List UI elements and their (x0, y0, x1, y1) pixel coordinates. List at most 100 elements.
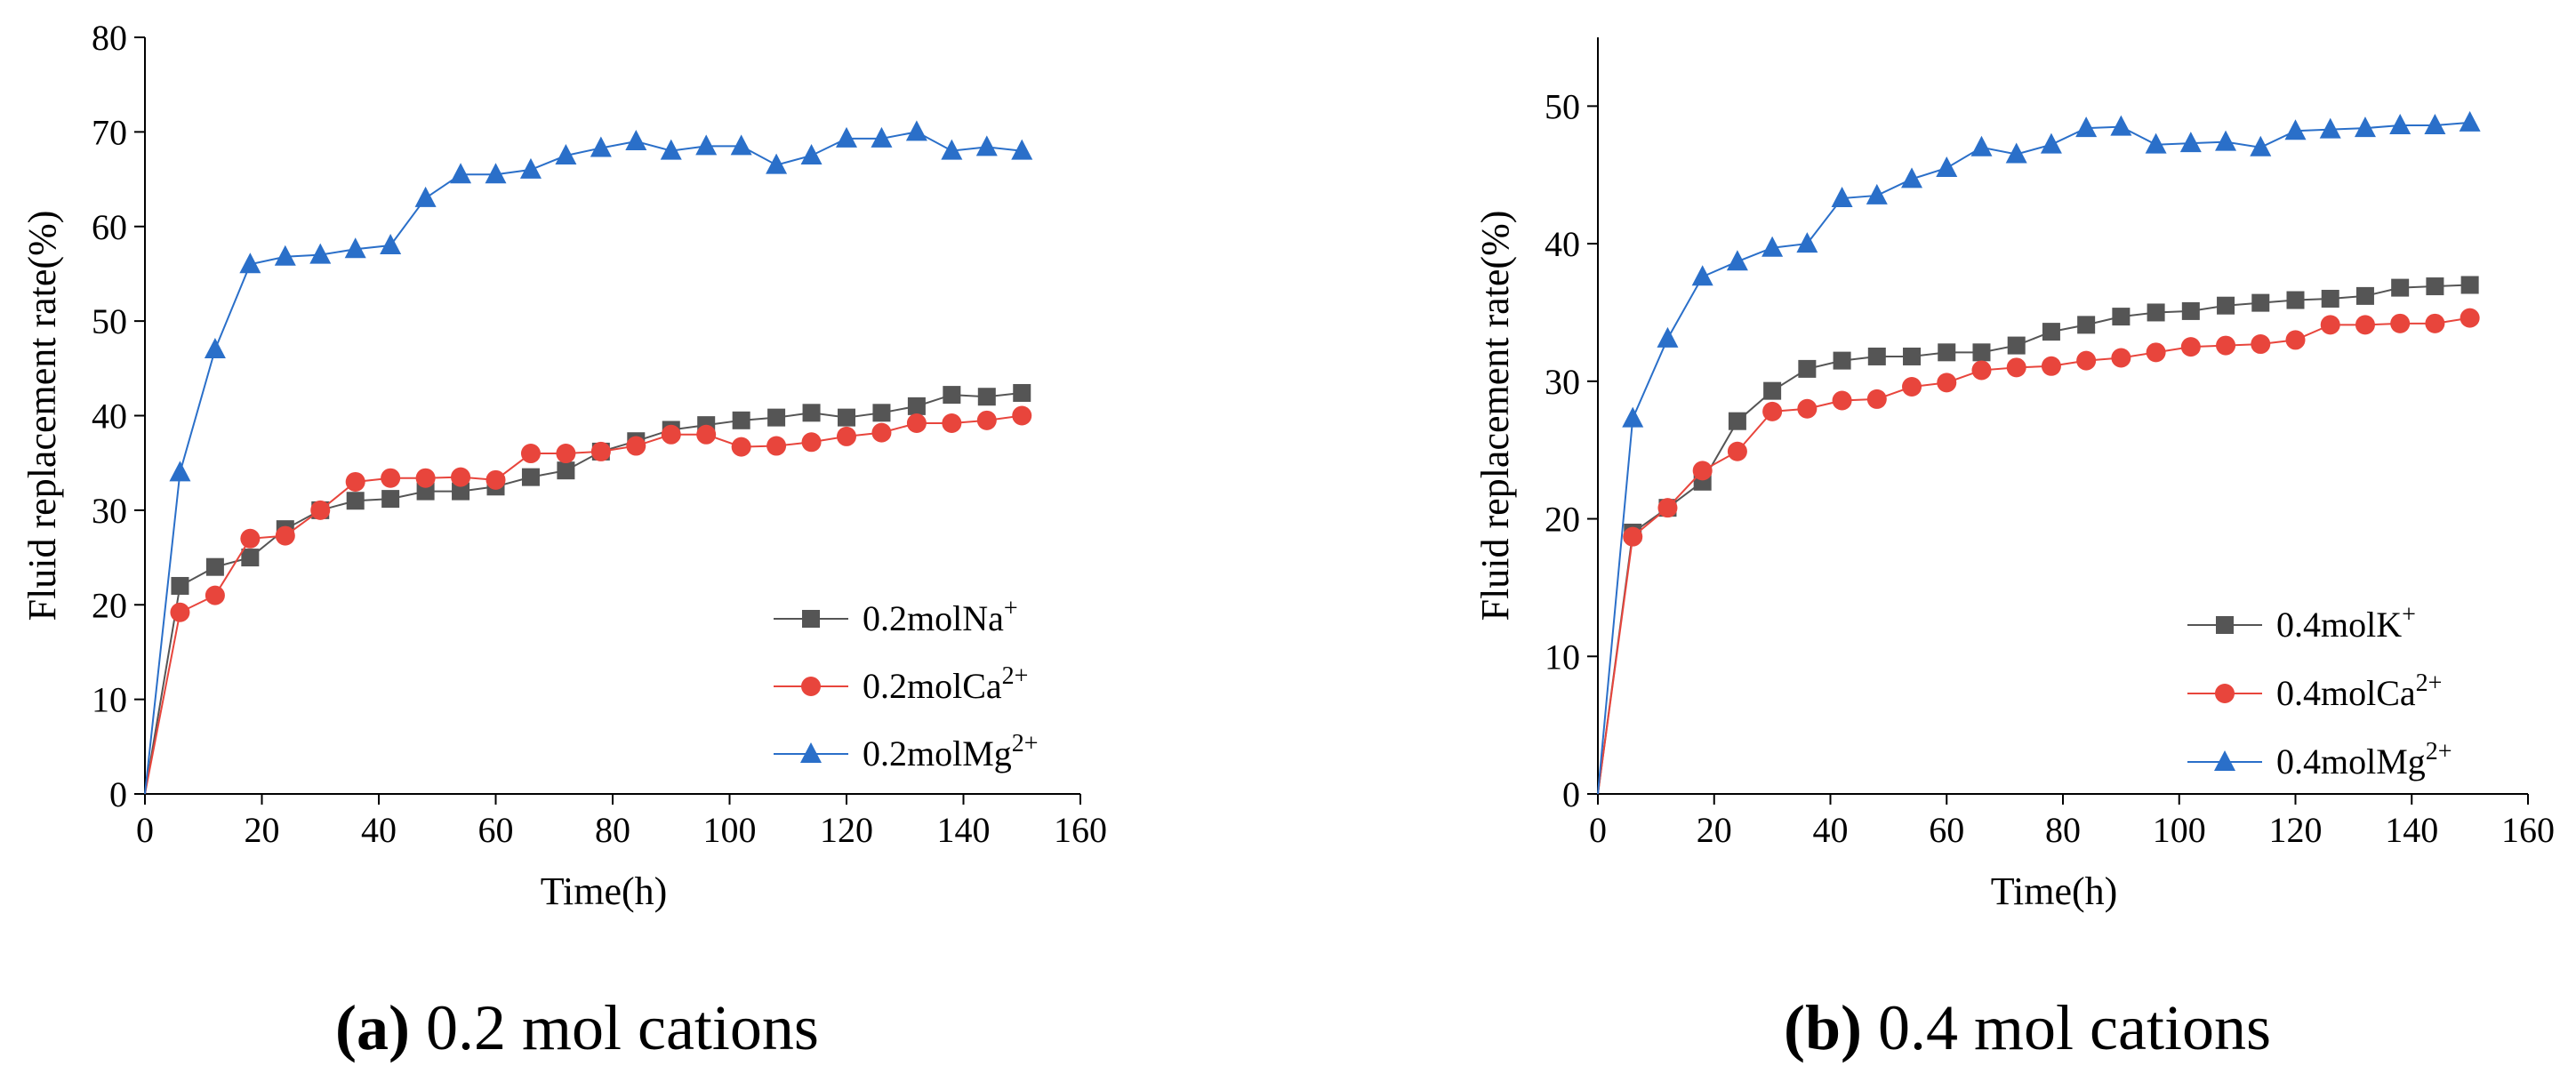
y-tick-label: 10 (1545, 637, 1580, 677)
data-point (1970, 135, 1993, 156)
data-point (2075, 116, 2098, 138)
legend-label: 0.4molMg2+ (2276, 738, 2452, 781)
data-point (767, 408, 786, 427)
data-point (2146, 342, 2166, 363)
data-point (1762, 401, 1783, 421)
data-point (414, 186, 437, 207)
data-point (695, 134, 718, 156)
series-line (1597, 317, 2470, 795)
data-point (975, 135, 998, 156)
legend-item: 0.4molK+ (2187, 601, 2416, 645)
legend-marker (800, 742, 822, 763)
legend-label-superscript: + (1004, 595, 1018, 622)
data-point (2077, 316, 2096, 334)
data-point (239, 252, 261, 274)
data-point (2005, 142, 2027, 164)
data-point (1622, 406, 1644, 428)
data-point (1832, 390, 1852, 411)
legend-item: 0.2molMg2+ (774, 730, 1039, 773)
data-point (943, 386, 961, 405)
legend-label: 0.2molCa2+ (863, 662, 1028, 706)
data-point (2425, 313, 2445, 333)
series-square (144, 383, 1031, 795)
x-tick-label: 140 (937, 810, 991, 850)
data-point (905, 120, 927, 141)
data-point (205, 557, 224, 576)
data-point (871, 422, 892, 443)
x-tick-label: 80 (2045, 810, 2081, 850)
data-point (2389, 114, 2411, 135)
data-point (626, 436, 646, 456)
data-point (520, 444, 541, 464)
data-point (171, 576, 189, 595)
data-point (731, 437, 751, 457)
data-point (416, 482, 435, 501)
data-point (2147, 303, 2165, 322)
data-point (381, 490, 400, 509)
legend-label-superscript: 2+ (1012, 730, 1039, 757)
x-tick-label: 140 (2385, 810, 2438, 850)
legend: 0.2molNa+0.2molCa2+ 0.2molMg2+ (774, 595, 1039, 773)
series-line (1597, 284, 2470, 795)
data-point (2112, 308, 2131, 326)
legend-label-superscript: + (2402, 601, 2416, 629)
data-point (660, 139, 682, 160)
series-triangle (144, 120, 1033, 795)
series-circle (1597, 308, 2480, 795)
data-point (2285, 330, 2306, 350)
data-point (1726, 250, 1748, 271)
data-point (1657, 326, 1679, 348)
data-point (1011, 139, 1033, 160)
x-tick-label: 40 (1813, 810, 1849, 850)
data-point (452, 482, 470, 501)
data-point (2250, 135, 2272, 156)
data-point (2111, 348, 2131, 368)
data-point (380, 234, 402, 255)
legend-marker (802, 610, 820, 628)
data-point (2180, 337, 2201, 357)
data-point (1761, 236, 1784, 257)
data-point (169, 461, 191, 482)
x-tick-label: 100 (703, 810, 757, 850)
data-point (1727, 441, 1747, 461)
data-point (2006, 357, 2026, 378)
x-tick-label: 80 (595, 810, 630, 850)
data-point (2354, 116, 2376, 138)
legend-label-base: 0.2molNa (863, 598, 1004, 638)
data-point (2181, 301, 2200, 320)
legend-label: 0.2molMg2+ (863, 730, 1039, 773)
data-point (838, 408, 855, 427)
data-point (907, 397, 926, 415)
data-point (2217, 296, 2235, 315)
series-triangle (1597, 110, 2481, 795)
data-point (1971, 360, 1992, 381)
data-point (485, 163, 507, 184)
data-point (976, 410, 997, 430)
data-point (1901, 167, 1923, 188)
data-point (1938, 343, 1956, 362)
legend-item: 0.4molCa2+ (2187, 669, 2442, 713)
data-point (942, 413, 962, 434)
data-point (696, 424, 717, 445)
y-axis-title: Fluid replacement rate(%) (1473, 211, 1517, 621)
data-point (241, 549, 260, 567)
data-point (345, 471, 365, 492)
chart-panel-b: 0 20 40 60 80 100 120 140 160 0 10 20 30 40 50 Time(h) F… (1473, 37, 2555, 1063)
data-point (2460, 308, 2480, 328)
caption-text: 0.2 mol cations (410, 992, 819, 1063)
caption-letter: (a) (335, 992, 410, 1063)
data-point (802, 404, 821, 422)
y-tick-label: 50 (1545, 86, 1580, 126)
y-tick-label: 0 (1562, 774, 1580, 814)
legend-marker (801, 677, 821, 696)
data-point (2424, 114, 2446, 135)
data-point (2007, 336, 2026, 355)
series-square (1597, 276, 2479, 795)
data-point (275, 525, 295, 546)
data-point (1867, 347, 1886, 365)
data-point (2319, 117, 2341, 139)
data-point (2390, 313, 2411, 333)
panel-caption: (a) 0.2 mol cations (335, 992, 819, 1063)
data-point (2040, 132, 2062, 154)
data-point (1763, 381, 1782, 400)
